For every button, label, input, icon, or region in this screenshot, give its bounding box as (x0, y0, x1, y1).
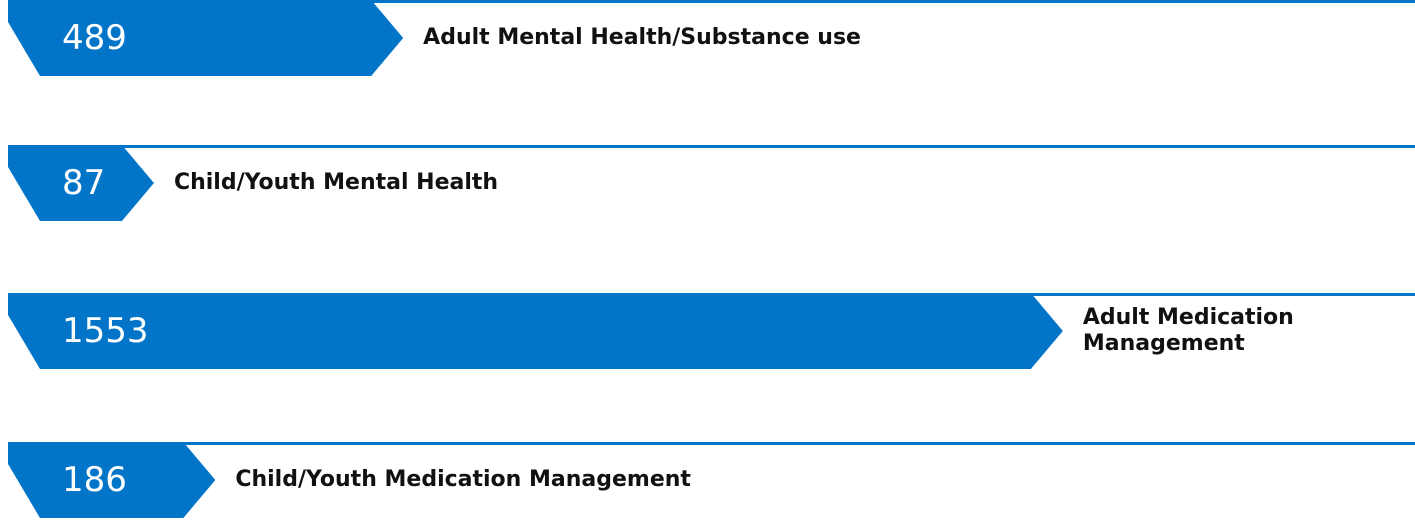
value-label: 489 (62, 18, 127, 58)
category-label: Adult Mental Health/Substance use (423, 25, 861, 50)
category-label: Adult Medication Management (1082, 305, 1294, 356)
row-line (8, 145, 1415, 148)
bar (8, 145, 154, 221)
row-line (8, 0, 1415, 3)
row-line (8, 442, 1415, 445)
category-label: Child/Youth Mental Health (173, 170, 499, 195)
value-label: 87 (62, 163, 106, 203)
value-label: 1553 (62, 311, 149, 351)
value-label: 186 (62, 460, 127, 500)
category-label: Child/Youth Medication Management (235, 467, 691, 492)
bar (8, 0, 404, 76)
bar (8, 293, 1063, 369)
bar (8, 442, 216, 518)
